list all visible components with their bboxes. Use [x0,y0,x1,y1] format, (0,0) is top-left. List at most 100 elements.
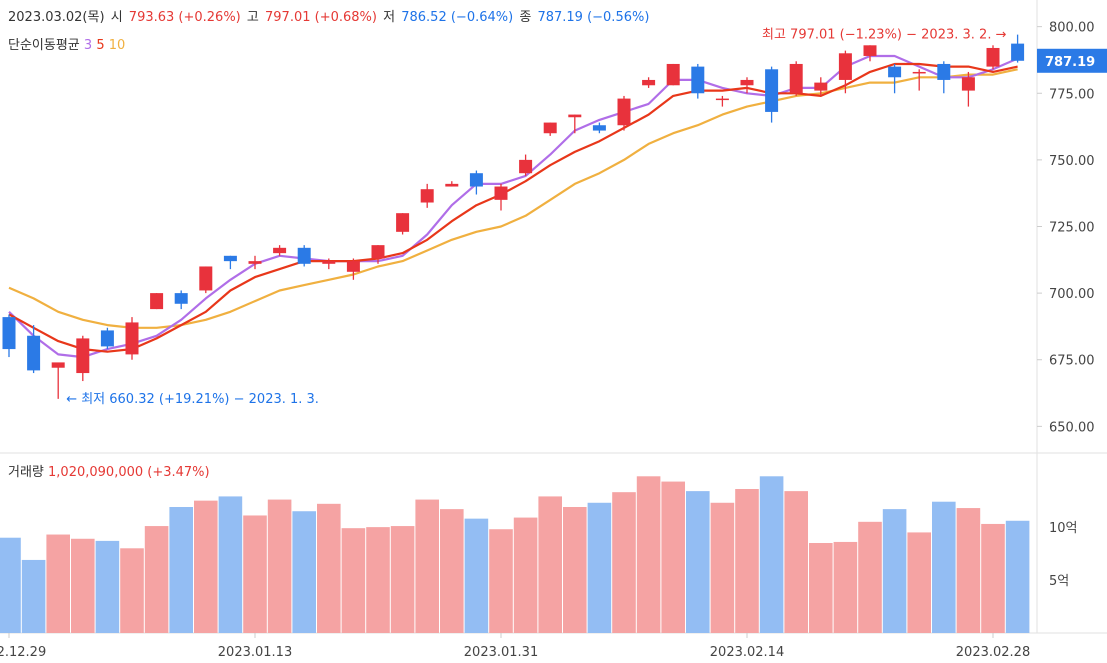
volume-bar [882,509,907,633]
candle[interactable] [469,170,483,195]
candle[interactable] [2,314,16,358]
candle[interactable] [961,71,975,107]
candle-body [666,63,680,86]
candle[interactable] [51,362,65,399]
ma-legend[interactable]: 단순이동평균 3 5 10 [8,34,125,53]
candle[interactable] [863,45,877,62]
candle[interactable] [617,95,631,131]
volume-bar [390,526,415,633]
candle-body [445,183,459,187]
header-low: 786.52 (−0.64%) [401,10,514,25]
volume-bar [120,548,144,633]
candle[interactable] [642,77,656,88]
candle-body [494,186,508,200]
volume-bar [464,518,489,633]
min-annotation: ← 최저 660.32 (+19.21%) − 2023. 1. 3. [66,392,319,407]
candle[interactable] [346,258,360,280]
candle-body [199,266,213,291]
time-tick-label: 2023.02.14 [710,645,784,660]
volume-bar [366,527,390,633]
volume-legend-label: 거래량 [8,465,44,480]
volume-bar [46,534,70,633]
header-date: 2023.03.02(목) [8,10,105,25]
candle[interactable] [125,317,139,360]
volume-legend-value: 1,020,090,000 (+3.47%) [48,465,210,480]
candle-body [469,173,483,187]
candle-body [396,213,410,232]
candle[interactable] [273,245,287,256]
candle-body [420,189,434,203]
candle[interactable] [519,154,533,176]
candle[interactable] [888,63,902,94]
candle[interactable] [494,183,508,211]
candle-body [150,293,164,310]
candle[interactable] [740,77,754,94]
candle-body [27,335,41,371]
candle-body [223,255,237,262]
candle[interactable] [912,69,926,91]
volume-bar [341,528,366,633]
candle-body [715,98,729,101]
candle-body [986,47,1000,67]
volume-bar [144,526,169,633]
volume-bar [71,538,95,633]
time-tick-label: 2022.12.29 [0,645,46,660]
ma10-line [8,68,1018,329]
candle[interactable] [789,61,803,96]
candle[interactable] [420,183,434,208]
candle[interactable] [100,327,114,350]
candle-body [937,63,951,80]
candle-body [100,330,114,347]
volume-bar [661,481,685,633]
volume-bar [95,540,120,633]
last-price-badge-text: 787.19 [1045,55,1095,70]
volume-bar [538,496,562,633]
candle[interactable] [666,63,680,86]
header-close-label: 종 [519,10,532,25]
candle[interactable] [150,293,164,310]
candle[interactable] [691,63,705,99]
ma5-line [8,62,1018,353]
candle-body [691,66,705,94]
price-tick-label: 750.00 [1049,154,1095,169]
ma5-legend: 5 [96,38,105,53]
header-high-label: 고 [246,10,259,25]
candle[interactable] [765,66,779,123]
candle-body [1011,43,1025,61]
candle[interactable] [568,114,582,134]
candle[interactable] [986,45,1000,70]
candle[interactable] [592,122,606,134]
candle[interactable] [199,266,213,294]
candle[interactable] [322,258,336,270]
candle[interactable] [297,245,311,267]
candle[interactable] [838,50,852,94]
candle[interactable] [445,181,459,187]
header-close: 787.19 (−0.56%) [537,10,650,25]
candle[interactable] [76,335,90,382]
volume-bar [612,492,636,633]
candle[interactable] [396,213,410,235]
candle[interactable] [371,245,385,264]
candle[interactable] [937,61,951,94]
volume-bar [440,509,464,633]
max-annotation: 최고 797.01 (−1.23%) − 2023. 3. 2. → [762,28,1007,43]
volume-bar [587,502,612,633]
price-tick-label: 800.00 [1049,21,1095,36]
candle[interactable] [1011,34,1025,63]
candle[interactable] [174,290,188,310]
candle-body [174,293,188,304]
candle[interactable] [715,95,729,107]
candles[interactable] [2,34,1025,399]
candle[interactable] [248,255,262,270]
candle[interactable] [814,77,828,96]
time-tick-label: 2023.01.13 [218,645,292,660]
axes: 800.00 775.00 750.00 725.00 700.00 675.00 650.… [0,21,1095,660]
candle[interactable] [223,255,237,270]
volume-bar [415,499,439,633]
candle-body [248,261,262,264]
candle[interactable] [543,122,557,136]
candle[interactable] [27,325,41,374]
candle-body [2,317,16,350]
volume-legend: 거래량 1,020,090,000 (+3.47%) [8,461,210,480]
